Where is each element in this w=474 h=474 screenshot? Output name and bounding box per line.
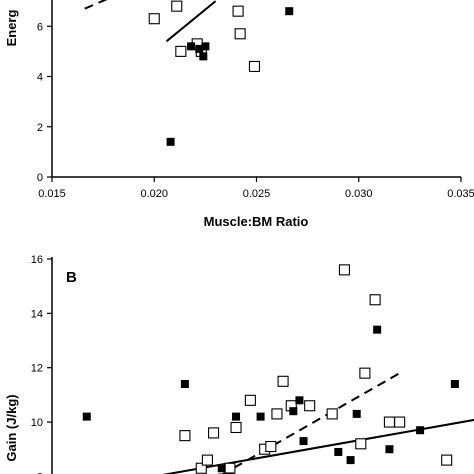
- panel-b-filled-point: [450, 380, 459, 389]
- panel-b-fit-lines: [162, 372, 474, 474]
- panel-a-y-tick-label: 0: [37, 172, 43, 184]
- panel-a-y-tick-label: 4: [37, 72, 43, 84]
- panel-b-filled-point: [289, 407, 298, 416]
- panel-b-open-point: [338, 264, 350, 276]
- panel-a-open-point: [248, 60, 261, 73]
- panel-a-open-point: [232, 5, 244, 17]
- panel-b-points: [82, 264, 459, 474]
- panel-b-filled-point: [217, 464, 226, 473]
- panel-b-open-point: [271, 408, 283, 420]
- panel-a-filled-point: [199, 52, 208, 61]
- panel-a-fit-solid: [165, 0, 217, 43]
- panel-b-open-point: [179, 430, 191, 442]
- panel-a-scatter: Energ 0 2 4 6 0.015 0.020 0.025 0.030 0.035 Mus…: [4, 0, 474, 229]
- panel-a-y-axis-title: Energ: [4, 10, 19, 47]
- panel-b-open-point: [224, 462, 236, 474]
- panel-b-filled-point: [82, 412, 91, 421]
- panel-b-open-point: [195, 462, 207, 474]
- panel-a-x-tick-label: 0.015: [38, 188, 66, 200]
- panel-b-filled-point: [385, 445, 394, 454]
- panel-b-filled-point: [180, 380, 189, 389]
- panel-a-x-tick-label: 0.035: [447, 188, 474, 200]
- panel-a-x-ticks: 0.015 0.020 0.025 0.030 0.035: [38, 177, 474, 200]
- panel-b-y-tick-label: 14: [31, 308, 43, 320]
- panel-b-open-point: [359, 367, 371, 379]
- panel-b-open-point: [244, 394, 256, 406]
- panel-b-filled-point: [346, 456, 355, 465]
- panel-a-filled-point: [187, 42, 196, 51]
- panel-a-x-tick-label: 0.030: [345, 188, 373, 200]
- panel-b-filled-point: [416, 426, 425, 435]
- panel-b-y-ticks: 8 10 12 14 16: [31, 254, 52, 474]
- panel-b-open-point: [201, 454, 213, 466]
- panel-a-fit-lines: [84, 0, 217, 43]
- panel-a-y-ticks: 0 2 4 6: [37, 21, 52, 184]
- panel-a-x-tick-label: 0.020: [140, 188, 168, 200]
- panel-b-fit-dashed: [221, 372, 401, 474]
- panel-b-filled-point: [299, 437, 308, 446]
- panel-b-filled-point: [225, 472, 234, 474]
- panel-b-open-point: [208, 427, 220, 439]
- panel-a-filled-point: [285, 7, 294, 16]
- panel-b-filled-point: [334, 447, 343, 456]
- panel-a-open-point: [234, 28, 246, 40]
- panel-b-letter: B: [66, 269, 77, 286]
- panel-b-open-point: [394, 416, 406, 428]
- panel-a-filled-point: [201, 42, 210, 51]
- panel-a-open-point: [171, 0, 183, 12]
- panel-b-open-point: [369, 294, 381, 306]
- panel-b-open-point: [265, 440, 277, 453]
- panel-b-y-tick-label: 10: [31, 417, 43, 429]
- panel-a-points: [148, 0, 294, 146]
- panel-b-open-point: [230, 421, 242, 434]
- panel-a-fit-dashed: [84, 0, 108, 10]
- panel-b-open-point: [441, 454, 453, 466]
- panel-b-y-tick-label: 12: [31, 363, 43, 375]
- panel-b-open-point: [355, 438, 367, 450]
- panel-b-y-axis-title: Gain (J/kg): [4, 394, 19, 461]
- panel-b-filled-point: [232, 412, 241, 421]
- panel-b-open-point: [383, 416, 395, 428]
- panel-b-filled-point: [256, 412, 265, 421]
- panel-b-y-tick-label: 8: [37, 471, 43, 474]
- panel-a-open-point: [148, 13, 160, 25]
- panel-b-scatter: B Gain (J/kg) 8 10 12 14 16: [4, 254, 474, 474]
- panel-b-open-point: [326, 408, 338, 420]
- panel-b-filled-point: [295, 396, 304, 405]
- panel-b-fit-solid: [162, 418, 474, 474]
- panel-a-y-tick-label: 2: [37, 122, 43, 134]
- panel-b-y-tick-label: 16: [31, 254, 43, 266]
- panel-a-open-point: [175, 45, 187, 57]
- panel-b-filled-point: [373, 325, 382, 334]
- panel-a-x-axis-title: Muscle:BM Ratio: [204, 214, 309, 229]
- panel-b-open-point: [277, 375, 289, 387]
- panel-a-filled-point: [166, 137, 175, 146]
- panel-b-open-point: [304, 400, 316, 412]
- panel-a-x-tick-label: 0.025: [243, 188, 271, 200]
- panel-a-y-tick-label: 6: [37, 21, 43, 33]
- panel-b-filled-point: [352, 409, 361, 418]
